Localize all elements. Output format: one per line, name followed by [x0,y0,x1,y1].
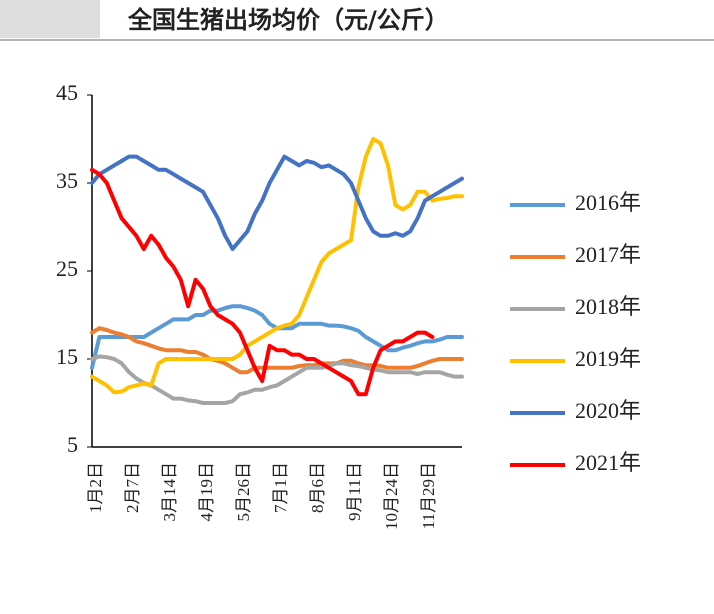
x-tick-label: 11月29日 [419,462,438,529]
y-tick-label: 25 [56,256,78,281]
y-tick-label: 45 [56,80,78,105]
x-tick-label: 1月2日 [86,462,105,513]
x-tick-label: 9月11日 [345,462,364,521]
y-tick-label: 5 [67,432,78,457]
legend-label: 2019年 [575,346,641,371]
legend-label: 2018年 [575,294,641,319]
logo-blur [0,0,100,38]
series-line [90,326,464,375]
legend-label: 2020年 [575,398,641,423]
series-line [90,354,464,405]
x-tick-label: 5月26日 [234,462,253,522]
y-tick-label: 15 [56,344,78,369]
x-tick-label: 2月7日 [123,462,142,513]
legend-label: 2017年 [575,242,641,267]
x-tick-label: 8月6日 [308,462,327,513]
legend-label: 2016年 [575,190,641,215]
x-tick-label: 10月24日 [382,462,401,530]
y-tick-label: 35 [56,168,78,193]
x-tick-label: 3月14日 [160,462,179,522]
x-tick-label: 7月1日 [271,462,290,513]
series-line [90,137,464,395]
legend-label: 2021年 [575,450,641,475]
chart-title: 全国生猪出场均价（元/公斤） [127,6,449,34]
x-tick-label: 4月19日 [197,462,216,522]
series-line [90,167,435,397]
series-line [90,154,464,251]
